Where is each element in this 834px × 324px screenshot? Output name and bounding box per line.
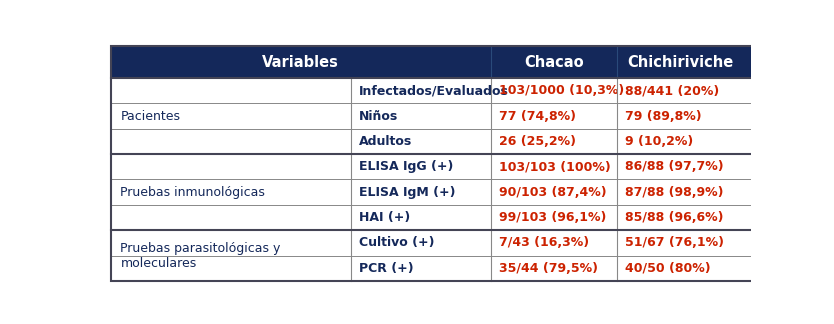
FancyBboxPatch shape	[111, 78, 351, 103]
Text: 86/88 (97,7%): 86/88 (97,7%)	[626, 160, 724, 173]
FancyBboxPatch shape	[490, 154, 617, 179]
Text: 79 (89,8%): 79 (89,8%)	[626, 110, 702, 122]
FancyBboxPatch shape	[111, 103, 351, 129]
FancyBboxPatch shape	[490, 205, 617, 230]
FancyBboxPatch shape	[351, 256, 490, 281]
Text: 9 (10,2%): 9 (10,2%)	[626, 135, 693, 148]
Text: Pruebas inmunológicas: Pruebas inmunológicas	[120, 186, 265, 199]
FancyBboxPatch shape	[111, 179, 351, 205]
FancyBboxPatch shape	[617, 154, 744, 179]
FancyBboxPatch shape	[351, 103, 490, 129]
FancyBboxPatch shape	[617, 179, 744, 205]
FancyBboxPatch shape	[351, 129, 490, 154]
FancyBboxPatch shape	[617, 103, 744, 129]
Text: 77 (74,8%): 77 (74,8%)	[499, 110, 575, 122]
Text: 103/103 (100%): 103/103 (100%)	[499, 160, 610, 173]
Text: Chichiriviche: Chichiriviche	[628, 55, 734, 70]
Text: 99/103 (96,1%): 99/103 (96,1%)	[499, 211, 605, 224]
FancyBboxPatch shape	[111, 154, 351, 179]
Text: Adultos: Adultos	[359, 135, 413, 148]
Text: ELISA IgM (+): ELISA IgM (+)	[359, 186, 455, 199]
FancyBboxPatch shape	[617, 205, 744, 230]
Text: 51/67 (76,1%): 51/67 (76,1%)	[626, 236, 724, 249]
FancyBboxPatch shape	[351, 78, 490, 103]
FancyBboxPatch shape	[111, 205, 351, 230]
FancyBboxPatch shape	[351, 179, 490, 205]
FancyBboxPatch shape	[351, 205, 490, 230]
FancyBboxPatch shape	[111, 46, 757, 78]
Text: 35/44 (79,5%): 35/44 (79,5%)	[499, 262, 597, 275]
Text: Niños: Niños	[359, 110, 399, 122]
FancyBboxPatch shape	[617, 78, 744, 103]
Text: 90/103 (87,4%): 90/103 (87,4%)	[499, 186, 606, 199]
Text: HAI (+): HAI (+)	[359, 211, 410, 224]
FancyBboxPatch shape	[617, 230, 744, 256]
FancyBboxPatch shape	[490, 103, 617, 129]
Text: 40/50 (80%): 40/50 (80%)	[626, 262, 711, 275]
Text: Cultivo (+): Cultivo (+)	[359, 236, 435, 249]
Text: Pruebas parasitológicas y
moleculares: Pruebas parasitológicas y moleculares	[120, 241, 281, 270]
Text: 26 (25,2%): 26 (25,2%)	[499, 135, 575, 148]
FancyBboxPatch shape	[617, 256, 744, 281]
Text: Infectados/Evaluados: Infectados/Evaluados	[359, 84, 509, 97]
FancyBboxPatch shape	[490, 230, 617, 256]
FancyBboxPatch shape	[351, 154, 490, 179]
FancyBboxPatch shape	[490, 256, 617, 281]
FancyBboxPatch shape	[111, 230, 351, 256]
Text: PCR (+): PCR (+)	[359, 262, 414, 275]
FancyBboxPatch shape	[617, 129, 744, 154]
FancyBboxPatch shape	[490, 179, 617, 205]
Text: 87/88 (98,9%): 87/88 (98,9%)	[626, 186, 724, 199]
Text: 103/1000 (10,3%): 103/1000 (10,3%)	[499, 84, 624, 97]
Text: ELISA IgG (+): ELISA IgG (+)	[359, 160, 454, 173]
Text: Chacao: Chacao	[525, 55, 584, 70]
Text: 7/43 (16,3%): 7/43 (16,3%)	[499, 236, 589, 249]
Text: 88/441 (20%): 88/441 (20%)	[626, 84, 720, 97]
FancyBboxPatch shape	[351, 230, 490, 256]
FancyBboxPatch shape	[490, 78, 617, 103]
FancyBboxPatch shape	[111, 129, 351, 154]
Text: Pacientes: Pacientes	[120, 110, 180, 122]
FancyBboxPatch shape	[111, 256, 351, 281]
Text: 85/88 (96,6%): 85/88 (96,6%)	[626, 211, 724, 224]
Text: Variables: Variables	[263, 55, 339, 70]
FancyBboxPatch shape	[490, 129, 617, 154]
